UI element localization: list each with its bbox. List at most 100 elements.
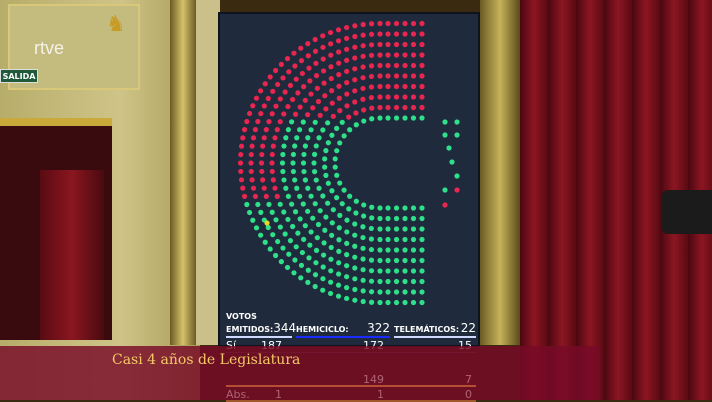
seat-dot: [335, 282, 342, 288]
banner-title: Casi 4 años de Legislatura: [112, 352, 301, 368]
seat-dot: [352, 265, 358, 271]
row-label: Sí: [226, 338, 246, 352]
seat-dot: [301, 151, 307, 158]
emitidos-label: EMITIDOS:: [226, 325, 274, 334]
seat-dot: [330, 207, 336, 213]
seat-dot: [312, 36, 318, 43]
seat-dot: [301, 84, 307, 90]
seat-dot: [300, 201, 306, 207]
seat-dot: [269, 209, 275, 215]
seat-dot: [335, 27, 342, 33]
seat-dot: [278, 259, 284, 265]
seat-dot: [385, 247, 391, 253]
hemiciclo-label: HEMICICLO:: [296, 325, 349, 334]
seat-dot: [302, 143, 309, 149]
seat-dot: [237, 160, 244, 166]
seat-dot: [265, 224, 271, 231]
seat-dot: [385, 289, 391, 295]
seat-dot: [317, 208, 323, 214]
row-label: Abs.: [226, 388, 250, 401]
seat-dot: [442, 187, 448, 193]
seat-dot: [320, 68, 327, 74]
seat-dot: [385, 62, 391, 69]
seat-dot: [258, 232, 264, 238]
seat-dot: [320, 252, 327, 258]
seat-dot: [368, 31, 375, 37]
seat-dot: [329, 100, 335, 106]
seat-dot: [302, 223, 308, 229]
row-total: 1: [275, 388, 282, 401]
seat-dot: [402, 62, 408, 69]
seat-dot: [377, 299, 383, 306]
seat-dot: [269, 160, 275, 166]
seat-dot: [393, 236, 400, 243]
seat-dot: [337, 180, 343, 186]
seat-dot: [385, 268, 391, 274]
emitidos-value: 344: [273, 321, 297, 335]
seat-dot: [315, 98, 322, 105]
seat-dot: [317, 112, 323, 118]
seat-dot: [250, 103, 256, 109]
seat-dot: [336, 60, 342, 66]
seat-dot: [299, 249, 305, 256]
seat-dot: [336, 83, 342, 89]
seat-dot: [267, 246, 273, 252]
seat-dot: [277, 201, 283, 207]
seat-dot: [368, 268, 375, 274]
seat-dot: [360, 32, 366, 38]
seat-dot: [361, 213, 367, 219]
seat-dot: [248, 151, 254, 158]
seat-dot: [393, 268, 400, 274]
seat-dot: [259, 168, 265, 175]
seat-dot: [402, 289, 408, 295]
seat-dot: [308, 127, 314, 133]
seat-dot: [353, 210, 359, 216]
seat-dot: [238, 143, 245, 149]
seat-dot: [292, 63, 298, 69]
seat-dot: [297, 104, 303, 110]
seat-dot: [344, 80, 350, 86]
seat-dot: [313, 143, 319, 149]
seat-dot: [272, 185, 278, 191]
exit-sign: SALIDA: [0, 69, 38, 83]
seat-dot: [313, 60, 319, 66]
seat-dot: [369, 105, 375, 111]
seat-dot: [238, 151, 244, 158]
seat-dot: [344, 24, 350, 31]
seat-dot: [328, 52, 334, 58]
seat-dot: [385, 205, 391, 211]
seat-dot: [402, 268, 408, 274]
seat-dot: [299, 70, 305, 77]
seat-dot: [402, 278, 408, 285]
seat-dot: [402, 247, 408, 253]
seat-dot: [339, 201, 345, 207]
seat-dot: [360, 234, 366, 241]
seat-dot: [410, 52, 417, 58]
caption-banner: [0, 346, 600, 400]
seat-dot: [454, 173, 460, 179]
seat-dot: [300, 119, 306, 125]
seat-dot: [291, 50, 297, 56]
seat-dot: [352, 66, 358, 72]
seat-dot: [316, 185, 322, 191]
seat-dot: [344, 285, 350, 291]
seat-dot: [274, 127, 280, 133]
seat-dot: [306, 65, 312, 71]
seat-dot: [410, 236, 417, 243]
seat-dot: [360, 85, 366, 92]
seat-dot: [360, 43, 366, 49]
seat-dot: [335, 49, 342, 55]
seat-dot: [361, 107, 367, 113]
seat-dot: [385, 226, 391, 232]
seat-dot: [263, 193, 269, 199]
seat-dot: [310, 215, 316, 221]
seat-dot: [368, 52, 375, 58]
seat-dot: [258, 209, 264, 215]
seat-dot: [393, 226, 400, 232]
seat-dot: [419, 257, 425, 264]
seat-dot: [262, 81, 268, 87]
seat-dot: [298, 275, 304, 281]
seat-dot: [341, 133, 347, 139]
seat-dot: [327, 290, 334, 297]
seat-dot: [329, 188, 335, 194]
